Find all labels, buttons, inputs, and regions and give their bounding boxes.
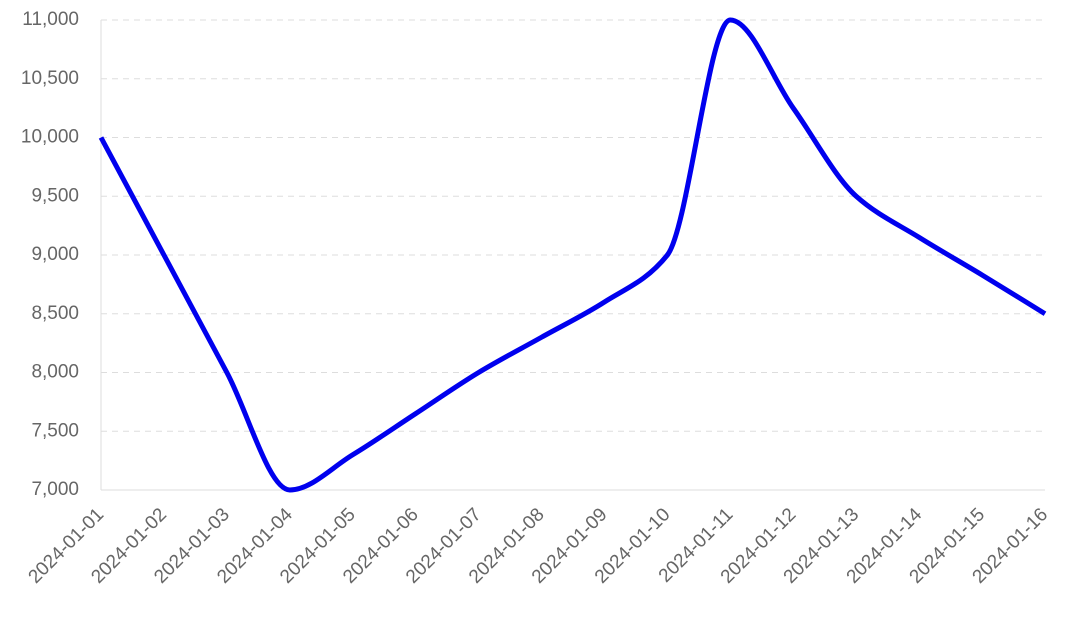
y-tick-label: 9,500 [31, 185, 79, 206]
y-tick-label: 11,000 [22, 9, 79, 30]
y-tick-label: 9,000 [31, 244, 79, 265]
y-tick-label: 8,500 [31, 303, 79, 324]
y-tick-label: 7,500 [31, 420, 79, 441]
y-tick-label: 10,000 [21, 127, 79, 148]
y-tick-label: 10,500 [21, 68, 79, 89]
line [98, 17, 1047, 493]
y-tick-label: 7,000 [31, 479, 79, 500]
y-tick-label: 8,000 [31, 362, 79, 383]
